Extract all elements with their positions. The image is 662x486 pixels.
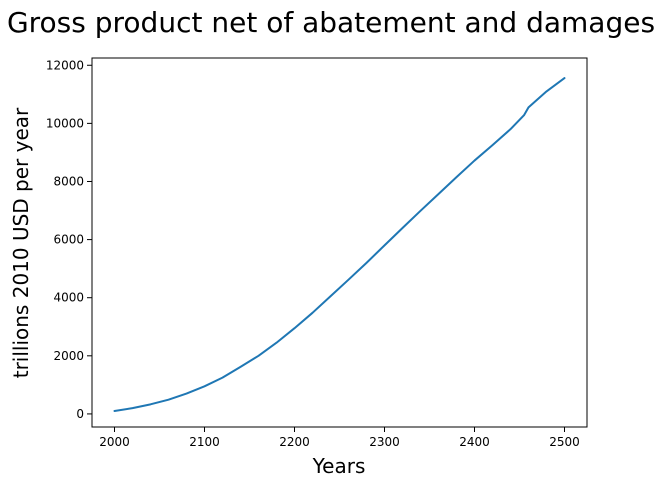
- x-tick-label: 2300: [369, 435, 400, 449]
- x-axis-ticks: 2000 2100 2200 2300 2400 2500: [99, 427, 580, 449]
- y-tick-label: 8000: [53, 174, 84, 188]
- series-layer: [113, 77, 566, 413]
- chart-title: Gross product net of abatement and damag…: [7, 6, 655, 39]
- y-tick-label: 10000: [46, 116, 84, 130]
- x-tick-label: 2500: [549, 435, 580, 449]
- x-tick-label: 2400: [459, 435, 490, 449]
- series-line: [113, 77, 566, 413]
- x-tick-label: 2200: [279, 435, 310, 449]
- y-axis-label: trillions 2010 USD per year: [9, 107, 33, 378]
- y-tick-label: 12000: [46, 58, 84, 72]
- y-tick-label: 2000: [53, 349, 84, 363]
- x-axis-label: Years: [312, 454, 366, 478]
- y-tick-label: 4000: [53, 291, 84, 305]
- plot-area: [91, 57, 588, 428]
- y-axis-ticks: 0 2000 4000 6000 8000 10000 12000: [46, 58, 92, 421]
- x-tick-label: 2100: [189, 435, 220, 449]
- x-tick-label: 2000: [99, 435, 130, 449]
- y-tick-label: 0: [76, 407, 84, 421]
- y-tick-label: 6000: [53, 233, 84, 247]
